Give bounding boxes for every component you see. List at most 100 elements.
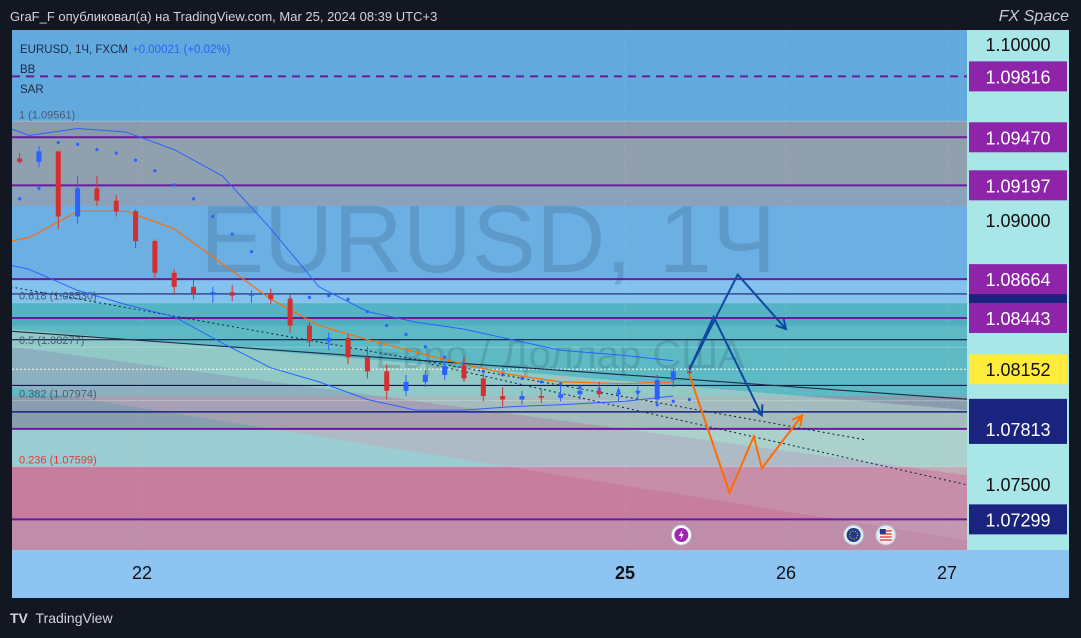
event-eu-stars-1 <box>849 530 859 540</box>
zone-gray-mid <box>12 137 967 186</box>
sar-dot-4 <box>56 140 60 145</box>
current-price-tag <box>969 354 1067 385</box>
sar-dot-34 <box>655 403 659 407</box>
bb-upper-line <box>12 127 674 362</box>
candle-body-18 <box>326 337 332 342</box>
price-tag-1.09816 <box>969 61 1067 92</box>
candle-body-10 <box>171 272 177 287</box>
candle-body-29 <box>538 396 544 398</box>
candle-body-28 <box>519 396 525 400</box>
sar-dot-3 <box>37 186 41 190</box>
forecast-orange-arrow-icon <box>791 413 804 427</box>
candle-body-24 <box>442 366 448 375</box>
candles-group <box>17 146 692 407</box>
sar-dot-12 <box>211 214 215 219</box>
event-lightning-bolt-0 <box>678 530 684 540</box>
forecast-blue-path <box>688 272 787 371</box>
chart-legend: EURUSD, 1Ч, FXCM +0.00021 (+0.02%) BB SAR <box>20 40 230 100</box>
sar-dot-11 <box>191 197 196 201</box>
zone-gray-top <box>12 121 967 138</box>
sar-dot-6 <box>95 148 99 152</box>
indicators-group <box>12 127 692 411</box>
sar-dot-20 <box>385 324 389 328</box>
candle-body-35 <box>654 380 660 400</box>
price-tag-1.08664 <box>969 264 1067 295</box>
sar-dot-10 <box>172 183 176 187</box>
price-tag-text-1.08443: 1.08443 <box>985 309 1050 329</box>
candle-body-21 <box>384 371 390 391</box>
candle-body-8 <box>133 211 139 242</box>
zone-top <box>12 30 967 138</box>
sar-dot-26 <box>501 373 505 377</box>
candle-body-32 <box>596 390 602 395</box>
bb-lower-line <box>12 264 674 411</box>
candle-body-5 <box>75 188 81 217</box>
y-tick-1.10000: 1.10000 <box>985 35 1050 55</box>
legend-indicator-bb[interactable]: BB <box>20 64 36 76</box>
event-us-canton-2 <box>879 529 886 534</box>
fib-label-1 (1.09561): 1 (1.09561) <box>19 109 75 121</box>
forecast-blue-path-2 <box>688 314 763 416</box>
axis-corner <box>967 550 1069 598</box>
fib-label-0.236 (1.07599): 0.236 (1.07599) <box>19 455 97 467</box>
sar-dot-27 <box>520 376 524 380</box>
zone-teal-2 <box>12 318 967 326</box>
candle-body-12 <box>210 292 216 294</box>
sar-dot-17 <box>327 294 331 298</box>
x-tick-25: 25 <box>615 563 635 583</box>
candle-body-19 <box>345 337 351 358</box>
candle-body-20 <box>364 357 370 372</box>
sar-dot-8 <box>133 158 138 162</box>
legend-indicator-sar[interactable]: SAR <box>20 84 44 96</box>
fib-label-0.618 (1.08530): 0.618 (1.08530) <box>19 291 97 303</box>
sar-dot-7 <box>114 151 118 155</box>
legend-change: +0.00021 (+0.02%) <box>131 44 231 56</box>
candle-body-30 <box>558 394 564 398</box>
sar-dot-23 <box>443 355 447 359</box>
candle-body-33 <box>616 392 622 395</box>
trendlines-group <box>12 286 967 486</box>
sar-dot-13 <box>230 232 234 236</box>
forecast-orange-path <box>688 374 803 496</box>
candle-body-15 <box>268 293 274 300</box>
sar-dot-2 <box>18 197 22 201</box>
price-tag-1.09197 <box>969 170 1067 201</box>
current-price-tag-text: 1.08152 <box>985 360 1050 380</box>
candle-body-11 <box>191 286 197 294</box>
fib-label-0.382 (1.07974): 0.382 (1.07974) <box>19 389 97 401</box>
candle-body-7 <box>113 200 119 212</box>
sar-dot-16 <box>307 295 312 300</box>
y-tick-1.09000: 1.09000 <box>985 211 1050 231</box>
candle-body-22 <box>403 381 409 391</box>
channel-green <box>12 329 967 476</box>
footer-name: TradingView <box>35 610 113 626</box>
legend-symbol[interactable]: EURUSD, 1Ч, FXCM <box>20 44 128 56</box>
zone-blue <box>12 205 967 280</box>
sar-dot-25 <box>481 369 485 373</box>
y-tick-1.07500: 1.07500 <box>985 475 1050 495</box>
candle-body-23 <box>422 374 428 382</box>
fib-label-0.5 (1.08277): 0.5 (1.08277) <box>19 335 84 347</box>
sar-dot-36 <box>687 397 692 402</box>
candle-body-17 <box>306 325 312 342</box>
footer-brand[interactable]: TV TradingView <box>10 610 113 626</box>
price-tag-text-1.09816: 1.09816 <box>985 67 1050 87</box>
price-tag-text-1.08664: 1.08664 <box>985 270 1050 290</box>
tradingview-logo-icon: TV <box>10 610 28 626</box>
candle-body-13 <box>229 292 235 296</box>
forecast-blue-arrow-2-icon <box>752 404 764 418</box>
price-tag-1.08443 <box>969 303 1067 334</box>
publisher-text: GraF_F опубликовал(а) на TradingView.com… <box>10 9 438 24</box>
trend-line-0 <box>12 330 967 400</box>
candle-body-9 <box>152 241 158 273</box>
forecast-blue-arrow-icon <box>775 318 788 331</box>
candle-body-27 <box>500 396 506 400</box>
price-tag-1.07813 <box>969 413 1067 444</box>
forecast-group <box>688 272 804 496</box>
candle-body-16 <box>287 299 293 326</box>
sar-dot-21 <box>404 332 408 336</box>
candle-body-31 <box>577 390 583 395</box>
price-tag-text-1.09197: 1.09197 <box>985 176 1050 196</box>
sar-dot-19 <box>365 309 369 314</box>
